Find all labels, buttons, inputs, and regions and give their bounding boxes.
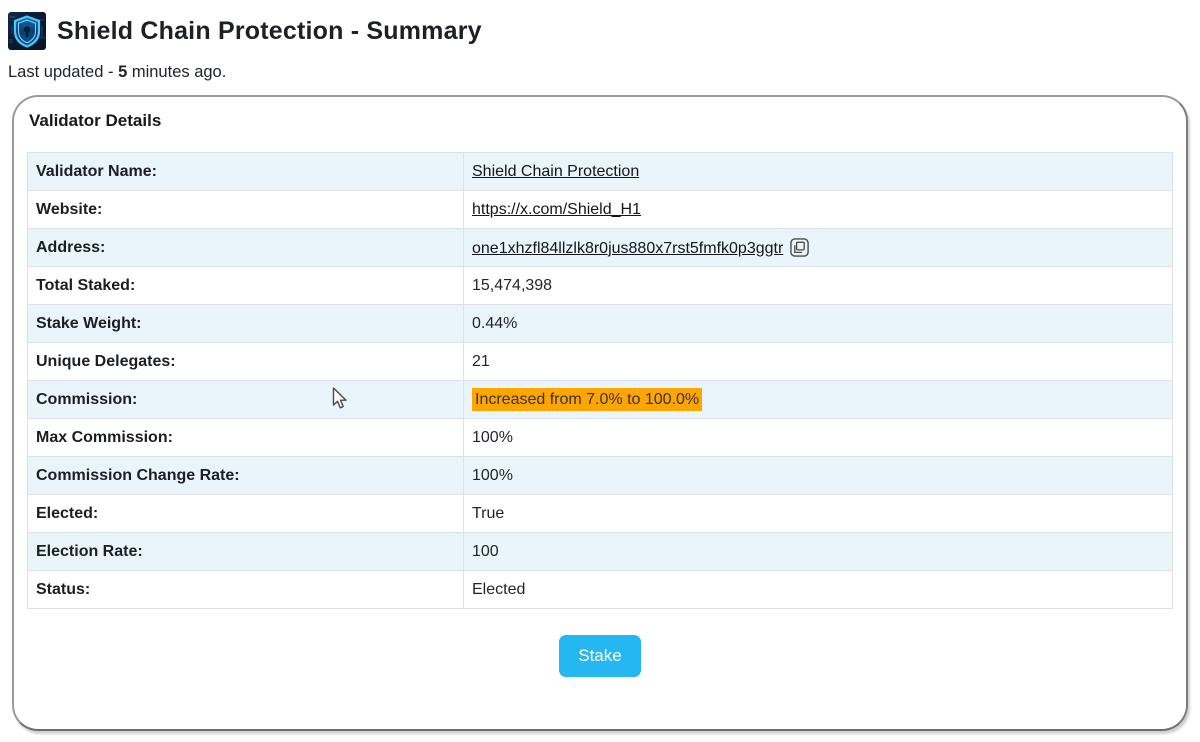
table-row: Commission: Increased from 7.0% to 100.0% <box>27 380 1173 419</box>
row-label: Elected: <box>27 494 464 533</box>
row-value: 15,474,398 <box>463 266 1173 305</box>
row-label: Website: <box>27 190 464 229</box>
table-row: Unique Delegates: 21 <box>27 342 1173 381</box>
row-value: True <box>463 494 1173 533</box>
table-row: Election Rate: 100 <box>27 532 1173 571</box>
row-label: Total Staked: <box>27 266 464 305</box>
table-row: Commission Change Rate: 100% <box>27 456 1173 495</box>
table-row: Elected: True <box>27 494 1173 533</box>
row-label: Address: <box>27 228 464 267</box>
row-label: Stake Weight: <box>27 304 464 343</box>
table-row: Total Staked: 15,474,398 <box>27 266 1173 305</box>
page-title: Shield Chain Protection - Summary <box>57 16 482 45</box>
last-updated-value: 5 <box>118 63 128 81</box>
card-title: Validator Details <box>29 111 162 130</box>
row-value: 100% <box>463 418 1173 457</box>
row-value: 100 <box>463 532 1173 571</box>
row-value: Increased from 7.0% to 100.0% <box>463 380 1173 419</box>
shield-logo-icon <box>8 12 46 50</box>
table-row: Validator Name: Shield Chain Protection <box>27 152 1173 191</box>
table-row: Stake Weight: 0.44% <box>27 304 1173 343</box>
row-value: Shield Chain Protection <box>463 152 1173 191</box>
row-value: https://x.com/Shield_H1 <box>463 190 1173 229</box>
validator-details-card: Validator Details Validator Name: Shield … <box>12 95 1188 731</box>
row-label: Validator Name: <box>27 152 464 191</box>
row-label: Status: <box>27 570 464 609</box>
row-value: 21 <box>463 342 1173 381</box>
table-row: Status: Elected <box>27 570 1173 609</box>
table-row: Address: one1xhzfl84llzlk8r0jus880x7rst5f… <box>27 228 1173 267</box>
row-label: Max Commission: <box>27 418 464 457</box>
validator-table-body: Validator Name: Shield Chain Protection We… <box>27 152 1173 609</box>
row-value: 0.44% <box>463 304 1173 343</box>
row-label: Unique Delegates: <box>27 342 464 381</box>
row-value: one1xhzfl84llzlk8r0jus880x7rst5fmfk0p3gg… <box>463 228 1173 267</box>
last-updated-prefix: Last updated - <box>8 63 119 81</box>
row-label: Election Rate: <box>27 532 464 571</box>
row-label: Commission Change Rate: <box>27 456 464 495</box>
value-link[interactable]: one1xhzfl84llzlk8r0jus880x7rst5fmfk0p3gg… <box>472 239 784 257</box>
value-link[interactable]: https://x.com/Shield_H1 <box>472 200 641 218</box>
commission-change-highlight: Increased from 7.0% to 100.0% <box>472 387 703 411</box>
row-value: 100% <box>463 456 1173 495</box>
last-updated-suffix: minutes ago. <box>127 63 227 81</box>
validator-details-table: Validator Name: Shield Chain Protection We… <box>27 152 1173 609</box>
value-link[interactable]: Shield Chain Protection <box>472 162 640 180</box>
copy-icon[interactable] <box>790 237 810 257</box>
last-updated-text: Last updated - 5 minutes ago. <box>8 63 1200 82</box>
row-value: Elected <box>463 570 1173 609</box>
stake-button[interactable]: Stake <box>559 635 641 677</box>
page-header: Shield Chain Protection - Summary <box>0 0 1200 50</box>
button-row: Stake <box>27 635 1173 677</box>
table-row: Max Commission: 100% <box>27 418 1173 457</box>
row-label: Commission: <box>27 380 464 419</box>
table-row: Website: https://x.com/Shield_H1 <box>27 190 1173 229</box>
